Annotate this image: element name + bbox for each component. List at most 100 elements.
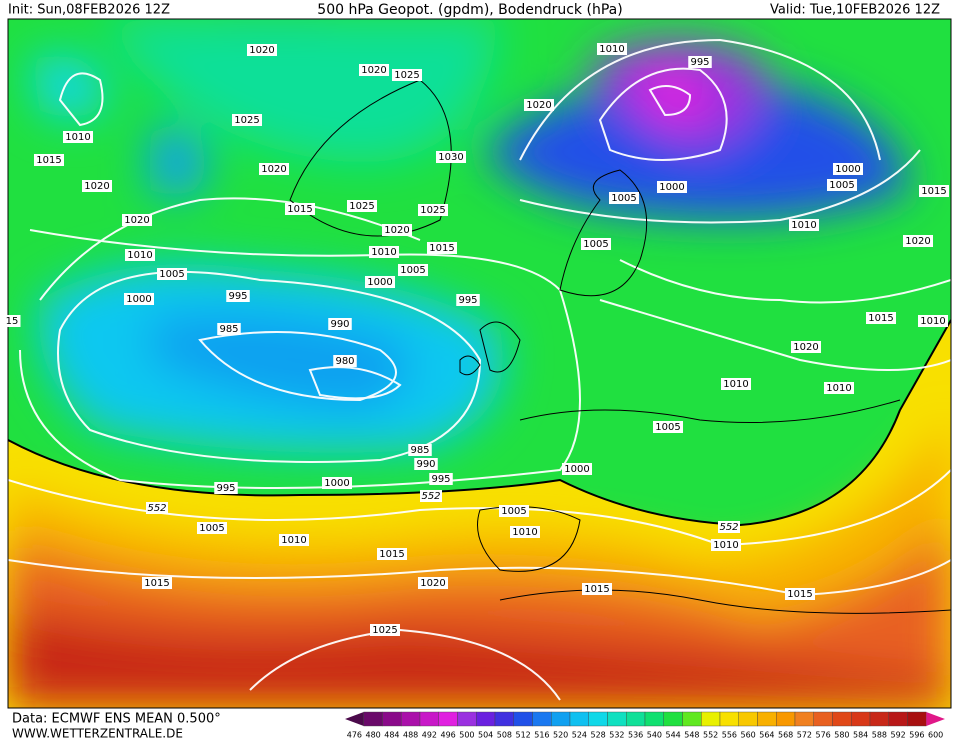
- contour-label-bg: [718, 521, 740, 533]
- isobar-label: 1015: [36, 155, 61, 166]
- isobar-label-bg: [392, 69, 422, 81]
- isobar-label-bg: [285, 203, 315, 215]
- isobar-label-bg: [322, 477, 352, 489]
- legend-label: 524: [572, 731, 587, 740]
- isobar-label: 1000: [835, 164, 860, 175]
- map-title: 500 hPa Geopot. (gpdm), Bodendruck (hPa): [317, 2, 622, 18]
- isobar-label: 1000: [324, 478, 349, 489]
- legend-label: 556: [722, 731, 737, 740]
- isobar-label-bg: [833, 163, 863, 175]
- isobar-label-bg: [824, 382, 854, 394]
- isobar-label-bg: [866, 312, 896, 324]
- init-label: Init: Sun,08FEB2026 12Z: [8, 3, 170, 18]
- isobar-label: 1020: [84, 181, 109, 192]
- legend-swatch: [776, 711, 796, 727]
- isobar-label-bg: [721, 378, 751, 390]
- legend-label: 512: [515, 731, 530, 740]
- isobar-label-bg: [582, 583, 612, 595]
- isobar-label-bg: [382, 224, 412, 236]
- isobar-label: 1000: [126, 294, 151, 305]
- legend-label: 544: [665, 731, 680, 740]
- isobar-label: 1025: [394, 70, 419, 81]
- isobar-label-bg: [82, 180, 112, 192]
- isobar-label: 1020: [261, 164, 286, 175]
- isobar-label-bg: [125, 249, 155, 261]
- isobar-label: 1020: [124, 215, 149, 226]
- isobar-label: 985: [219, 324, 238, 335]
- legend-swatch: [869, 711, 889, 727]
- legend-label: 488: [403, 731, 418, 740]
- legend-swatch: [476, 711, 496, 727]
- isobar-label-bg: [214, 482, 238, 494]
- isobar-label: 1005: [400, 265, 425, 276]
- isobar-label: 1005: [583, 239, 608, 250]
- contour-label: 552: [421, 491, 440, 502]
- isobar-label-bg: [436, 151, 466, 163]
- isobar-label-bg: [279, 534, 309, 546]
- isobar-label: 1010: [920, 316, 945, 327]
- isobar-label-bg: [657, 181, 687, 193]
- isobar-label: 985: [410, 445, 429, 456]
- legend-label: 560: [740, 731, 755, 740]
- contour-label-bg: [146, 502, 168, 514]
- isobar-label: 1025: [420, 205, 445, 216]
- isobar-label-bg: [124, 293, 154, 305]
- legend-label: 580: [834, 731, 849, 740]
- isobar-label: 1010: [512, 527, 537, 538]
- isobar-label: 1010: [723, 379, 748, 390]
- isobar-label-bg: [499, 505, 529, 517]
- contour-label: 552: [147, 503, 166, 514]
- isobar-label: 1025: [349, 201, 374, 212]
- isobar-label: 1020: [420, 578, 445, 589]
- isobar-label: 1010: [127, 250, 152, 261]
- legend-label: 572: [797, 731, 812, 740]
- legend-label: 552: [703, 731, 718, 740]
- isobar-label-bg: [456, 294, 480, 306]
- legend-label: 500: [459, 731, 474, 740]
- isobar-label: 1025: [372, 625, 397, 636]
- isobar-label: 1015: [787, 589, 812, 600]
- isobar-label: 1015: [584, 584, 609, 595]
- legend-swatch: [551, 711, 571, 727]
- legend-label: 516: [534, 731, 549, 740]
- isobar-label-bg: [333, 355, 357, 367]
- legend-swatch: [569, 711, 589, 727]
- isobar-label-bg: [370, 624, 400, 636]
- legend-swatch: [832, 711, 852, 727]
- legend-swatch: [532, 711, 552, 727]
- isobar-label: 1015: [429, 243, 454, 254]
- isobar-label-bg: [122, 214, 152, 226]
- legend-swatch: [345, 712, 364, 726]
- isobar-label: 1015: [379, 549, 404, 560]
- isobar-label: 1005: [159, 269, 184, 280]
- isobar-label-bg: [328, 318, 352, 330]
- legend-label: 568: [778, 731, 793, 740]
- legend-label: 528: [590, 731, 605, 740]
- isobar-label: 1010: [281, 535, 306, 546]
- legend-label: 480: [365, 731, 380, 740]
- legend-label: 508: [497, 731, 512, 740]
- isobar-label-bg: [34, 154, 64, 166]
- isobar-label-bg: [347, 200, 377, 212]
- legend-swatch: [419, 711, 439, 727]
- legend-label: 520: [553, 731, 568, 740]
- map-field: [8, 19, 951, 708]
- contour-label-bg: [420, 490, 442, 502]
- legend-label: 532: [609, 731, 624, 740]
- isobar-label: 1020: [249, 45, 274, 56]
- isobar-label-bg: [827, 179, 857, 191]
- isobar-label: 995: [431, 474, 450, 485]
- isobar-label-bg: [377, 548, 407, 560]
- isobar-label: 1010: [371, 247, 396, 258]
- legend-swatch: [888, 711, 908, 727]
- isobar-label: 1020: [526, 100, 551, 111]
- isobar-label-bg: [63, 131, 93, 143]
- isobar-label: 995: [228, 291, 247, 302]
- isobar-label-bg: [157, 268, 187, 280]
- isobar-label: 1010: [791, 220, 816, 231]
- isobar-label-bg: [653, 421, 683, 433]
- isobar-label-bg: [365, 276, 395, 288]
- legend-label: 600: [928, 731, 943, 740]
- legend-swatch: [513, 711, 533, 727]
- isobar-label-bg: [226, 290, 250, 302]
